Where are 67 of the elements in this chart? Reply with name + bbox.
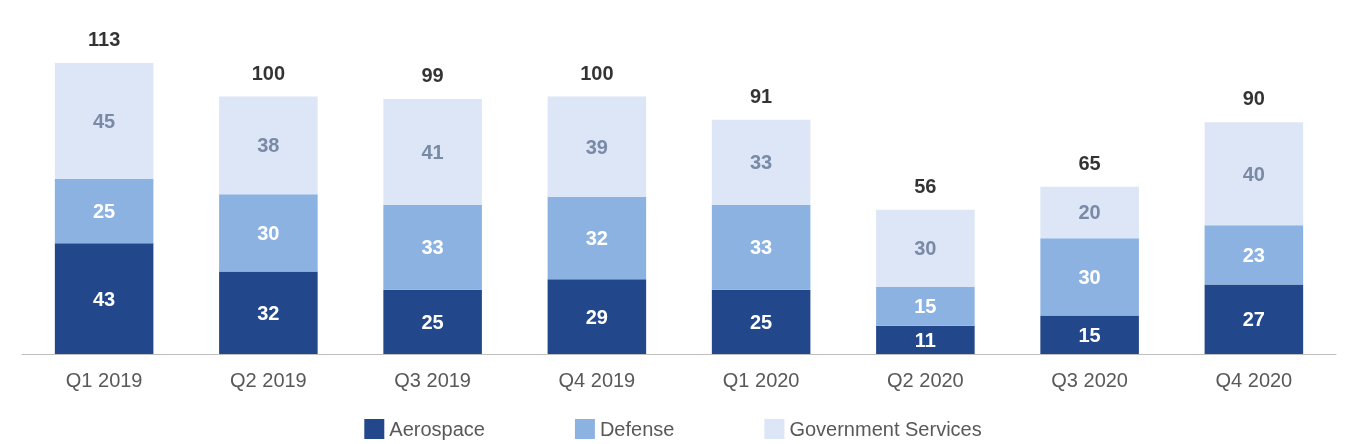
bar [383, 289, 482, 354]
bar [383, 99, 482, 205]
bar [547, 279, 647, 354]
data-label: 25 [93, 200, 116, 223]
bar [1204, 284, 1304, 354]
total-label: 91 [750, 84, 773, 107]
x-tick-label: Q4 2020 [1215, 369, 1293, 391]
bar [219, 96, 318, 195]
x-tick-label: Q4 2019 [558, 369, 636, 391]
bar [1040, 186, 1139, 239]
legend-label: Aerospace [389, 418, 485, 440]
total-label: 56 [914, 174, 937, 197]
data-label: 30 [914, 237, 937, 260]
x-tick-label: Q2 2020 [887, 369, 964, 391]
bar [383, 204, 482, 290]
bar [1204, 122, 1304, 226]
data-label: 20 [1078, 201, 1101, 224]
bar [876, 287, 975, 326]
data-label: 30 [257, 221, 280, 244]
legend-label: Defense [599, 418, 675, 440]
data-label: 33 [750, 236, 773, 259]
data-label: 25 [750, 310, 773, 333]
data-label: 15 [914, 295, 937, 318]
bar [54, 178, 154, 244]
total-label: 100 [251, 61, 286, 84]
data-label: 25 [421, 310, 444, 333]
data-label: 41 [421, 140, 444, 163]
bar [54, 243, 154, 354]
data-label: 45 [93, 109, 116, 132]
bar [219, 271, 318, 354]
data-label: 38 [257, 134, 280, 157]
x-tick-label: Q1 2020 [722, 369, 800, 391]
x-tick-label: Q3 2020 [1051, 369, 1128, 391]
bar [876, 209, 975, 288]
data-label: 32 [257, 301, 280, 324]
data-label: 32 [585, 227, 608, 250]
bar [1204, 225, 1304, 285]
total-label: 90 [1242, 87, 1265, 110]
data-label: 33 [421, 236, 444, 259]
data-label: 39 [585, 135, 608, 158]
total-label: 113 [87, 28, 121, 51]
bar [876, 325, 975, 354]
legend-label: Government Services [789, 418, 982, 440]
total-label: 99 [421, 64, 444, 87]
data-label: 23 [1242, 243, 1265, 266]
bar [711, 289, 811, 354]
data-label: 29 [585, 305, 608, 328]
bar [1040, 238, 1139, 316]
bar [1040, 315, 1139, 354]
data-label: 43 [93, 287, 116, 310]
bar [219, 194, 318, 272]
bar [54, 63, 154, 179]
data-label: 30 [1078, 265, 1101, 288]
data-label: 15 [1078, 323, 1101, 346]
data-label: 27 [1242, 308, 1265, 331]
bar [711, 119, 811, 205]
data-label: 40 [1242, 162, 1265, 185]
x-tick-label: Q3 2019 [394, 369, 471, 391]
bar [547, 196, 647, 280]
data-label: 11 [914, 328, 936, 351]
total-label: 65 [1078, 151, 1101, 174]
total-label: 100 [580, 61, 614, 84]
bar [711, 204, 811, 290]
x-tick-label: Q2 2019 [230, 369, 307, 391]
x-tick-label: Q1 2019 [65, 369, 143, 391]
data-label: 33 [750, 151, 773, 174]
bar [547, 96, 647, 197]
